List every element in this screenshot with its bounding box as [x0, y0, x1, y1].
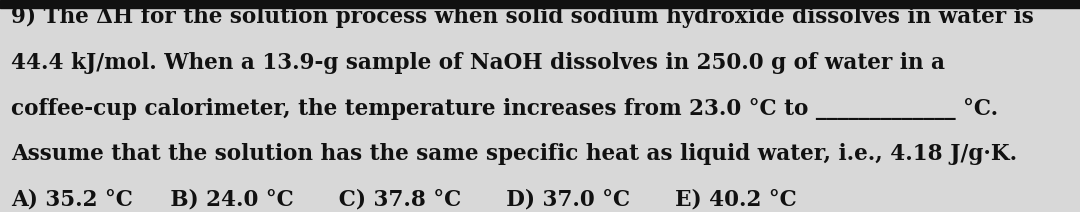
- FancyBboxPatch shape: [0, 0, 1080, 8]
- Text: 44.4 kJ/mol. When a 13.9-g sample of NaOH dissolves in 250.0 g of water in a: 44.4 kJ/mol. When a 13.9-g sample of NaO…: [11, 52, 945, 74]
- Text: 9) The ΔH for the solution process when solid sodium hydroxide dissolves in wate: 9) The ΔH for the solution process when …: [11, 6, 1034, 28]
- Text: Assume that the solution has the same specific heat as liquid water, i.e., 4.18 : Assume that the solution has the same sp…: [11, 143, 1017, 165]
- Text: coffee-cup calorimeter, the temperature increases from 23.0 °C to _____________ : coffee-cup calorimeter, the temperature …: [11, 98, 998, 120]
- Text: A) 35.2 °C     B) 24.0 °C      C) 37.8 °C      D) 37.0 °C      E) 40.2 °C: A) 35.2 °C B) 24.0 °C C) 37.8 °C D) 37.0…: [11, 189, 797, 211]
